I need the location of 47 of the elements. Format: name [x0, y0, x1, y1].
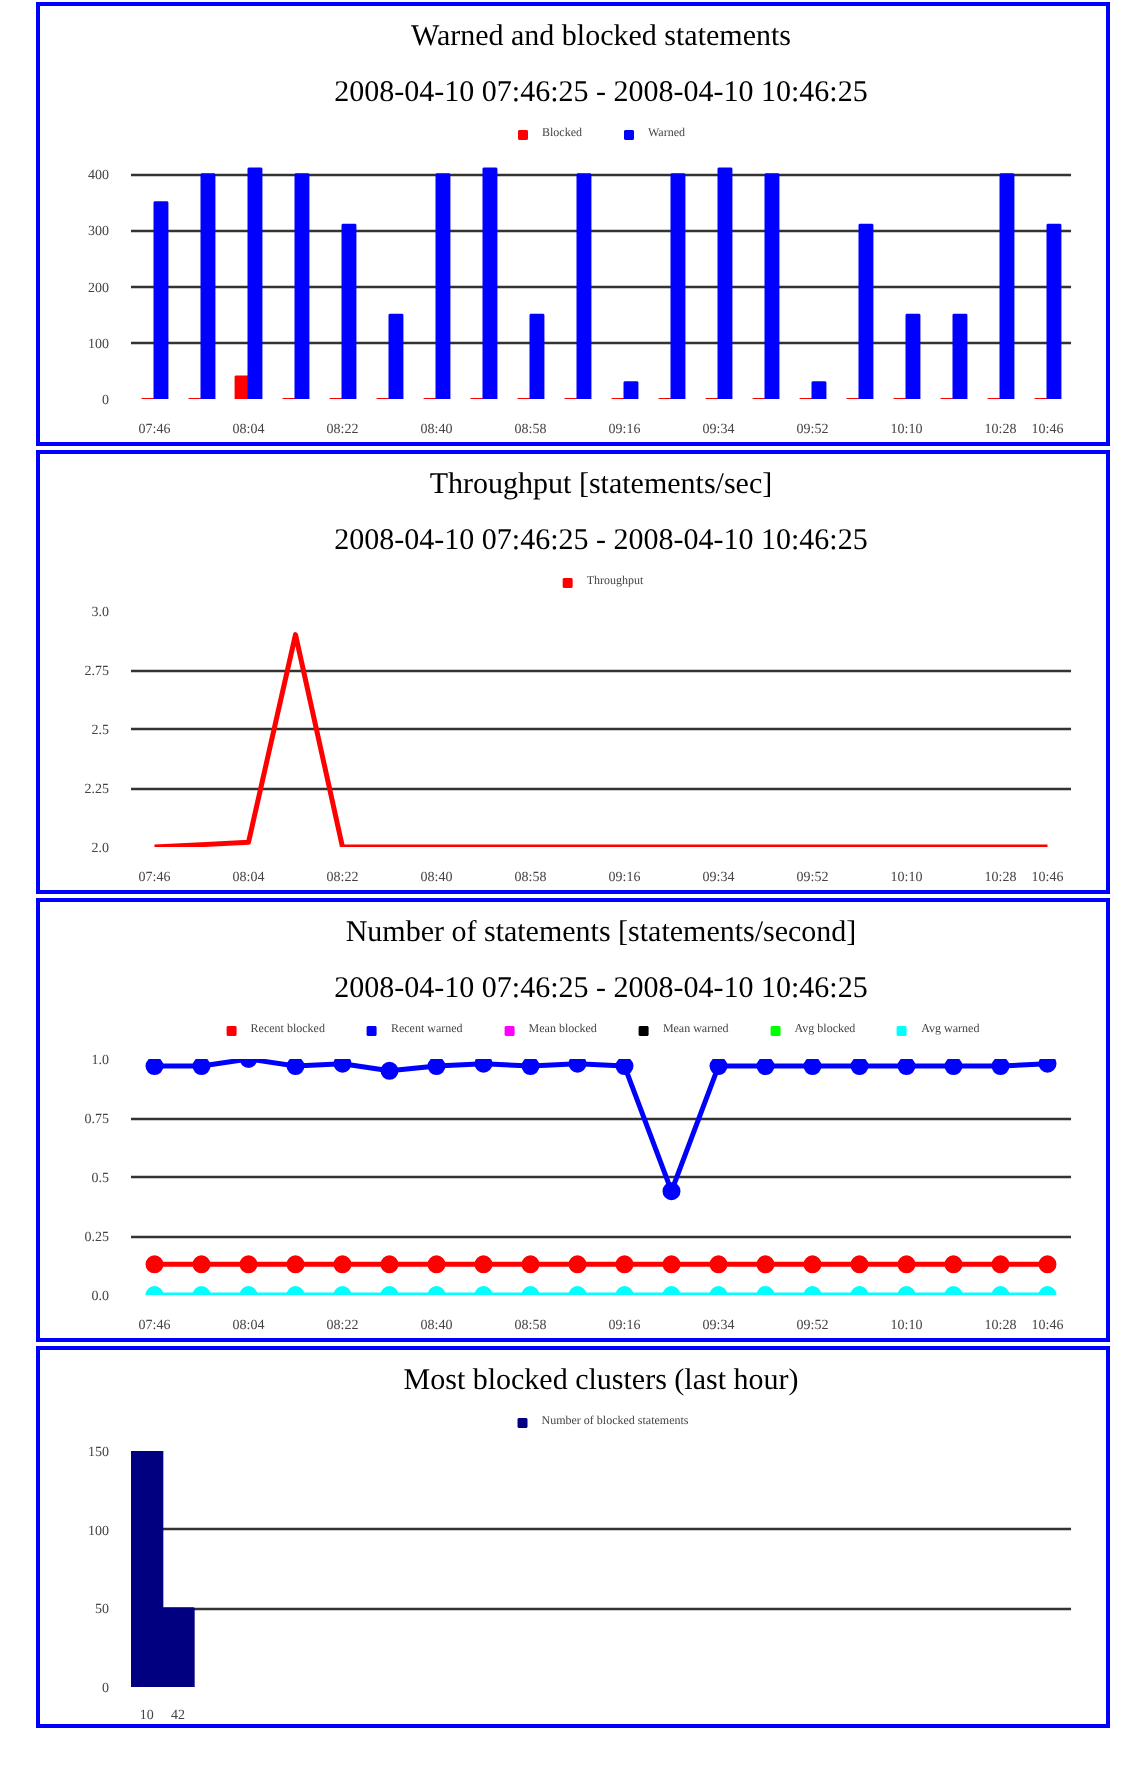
point	[803, 1059, 822, 1076]
bar	[576, 173, 592, 399]
bar	[388, 313, 404, 399]
bar	[200, 173, 216, 399]
point	[709, 1059, 728, 1076]
point	[662, 1182, 681, 1201]
point	[897, 1059, 916, 1076]
bar	[905, 313, 921, 399]
bar	[670, 173, 686, 399]
bar	[247, 167, 263, 399]
bar	[153, 201, 169, 399]
point	[192, 1059, 211, 1076]
chart-subtitle: 2008-04-10 07:46:25 - 2008-04-10 10:46:25	[334, 525, 868, 557]
point	[474, 1059, 493, 1073]
point	[756, 1059, 775, 1076]
bar	[623, 381, 639, 399]
bar	[1046, 223, 1062, 399]
line-series	[152, 632, 1050, 847]
bar	[482, 167, 498, 399]
point	[521, 1059, 540, 1076]
chart-subtitle: 2008-04-10 07:46:25 - 2008-04-10 10:46:25	[334, 973, 868, 1005]
point	[427, 1059, 446, 1076]
chart-title: Number of statements [statements/second]	[345, 917, 857, 949]
bar	[294, 173, 310, 399]
point	[145, 1059, 164, 1076]
bar	[952, 313, 968, 399]
bar	[811, 381, 827, 399]
point	[944, 1059, 963, 1076]
bar	[764, 173, 780, 399]
chart-title: Warned and blocked statements	[411, 21, 792, 53]
bar	[858, 223, 874, 399]
point	[850, 1059, 869, 1076]
point	[568, 1059, 587, 1073]
chart-title: Throughput [statements/sec]	[429, 469, 773, 501]
chart-title: Most blocked clusters (last hour)	[403, 1365, 799, 1397]
point	[1038, 1059, 1057, 1073]
bar	[341, 223, 357, 399]
bar	[435, 173, 451, 399]
bar	[999, 173, 1015, 399]
point	[333, 1059, 352, 1073]
point	[991, 1059, 1010, 1076]
bar	[529, 313, 545, 399]
point	[615, 1059, 634, 1076]
point	[380, 1061, 399, 1080]
chart-subtitle: 2008-04-10 07:46:25 - 2008-04-10 10:46:25	[334, 77, 868, 109]
bar	[717, 167, 733, 399]
point	[286, 1059, 305, 1076]
